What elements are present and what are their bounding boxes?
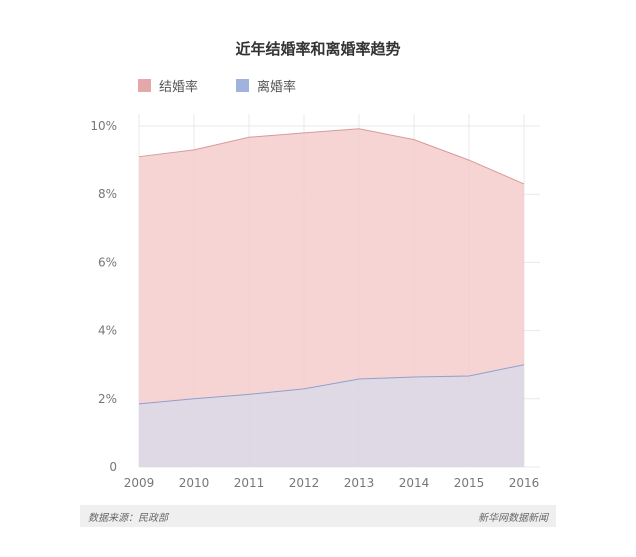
legend-swatch-divorce: [236, 79, 250, 92]
y-tick-label-2: 4%: [98, 324, 117, 338]
x-tick-label-0: 2009: [124, 476, 155, 490]
brand-text: 新华网数据新闻: [478, 513, 548, 524]
x-tick-label-4: 2013: [344, 476, 375, 490]
line-series-1: [138, 364, 525, 405]
footer-bar: 数据来源：民政部 新华网数据新闻: [80, 505, 556, 527]
x-tick-label-2: 2011: [234, 476, 265, 490]
x-tick-label-5: 2014: [399, 476, 430, 490]
chart-title: 近年结婚率和离婚率趋势: [235, 40, 401, 58]
x-tick-label-7: 2016: [509, 476, 540, 490]
x-tick-label-3: 2012: [289, 476, 320, 490]
legend-swatch-marriage: [138, 79, 151, 92]
legend-label-marriage: 结婚率: [159, 80, 199, 95]
area-series-1: [139, 364, 524, 467]
x-tick-label-6: 2015: [454, 476, 485, 490]
legend-item-marriage[interactable]: 结婚率: [138, 76, 198, 95]
legend-label-divorce: 离婚率: [257, 80, 297, 95]
source-text: 数据来源：民政部: [88, 513, 168, 524]
y-tick-label-5: 10%: [90, 119, 117, 133]
y-tick-label-3: 6%: [98, 255, 117, 269]
y-tick-label-0: 0: [109, 460, 117, 474]
x-tick-label-1: 2010: [179, 476, 210, 490]
legend-item-divorce[interactable]: 离婚率: [236, 76, 296, 95]
y-tick-label-1: 2%: [98, 392, 117, 406]
line-series-0: [138, 128, 525, 185]
chart-legend: 结婚率 离婚率: [138, 76, 296, 95]
y-tick-label-4: 8%: [98, 187, 117, 201]
area-chart: 0 2% 4% 6% 8% 10% 2009 2010 2011 2012 2013 2014 2015…: [90, 114, 540, 490]
